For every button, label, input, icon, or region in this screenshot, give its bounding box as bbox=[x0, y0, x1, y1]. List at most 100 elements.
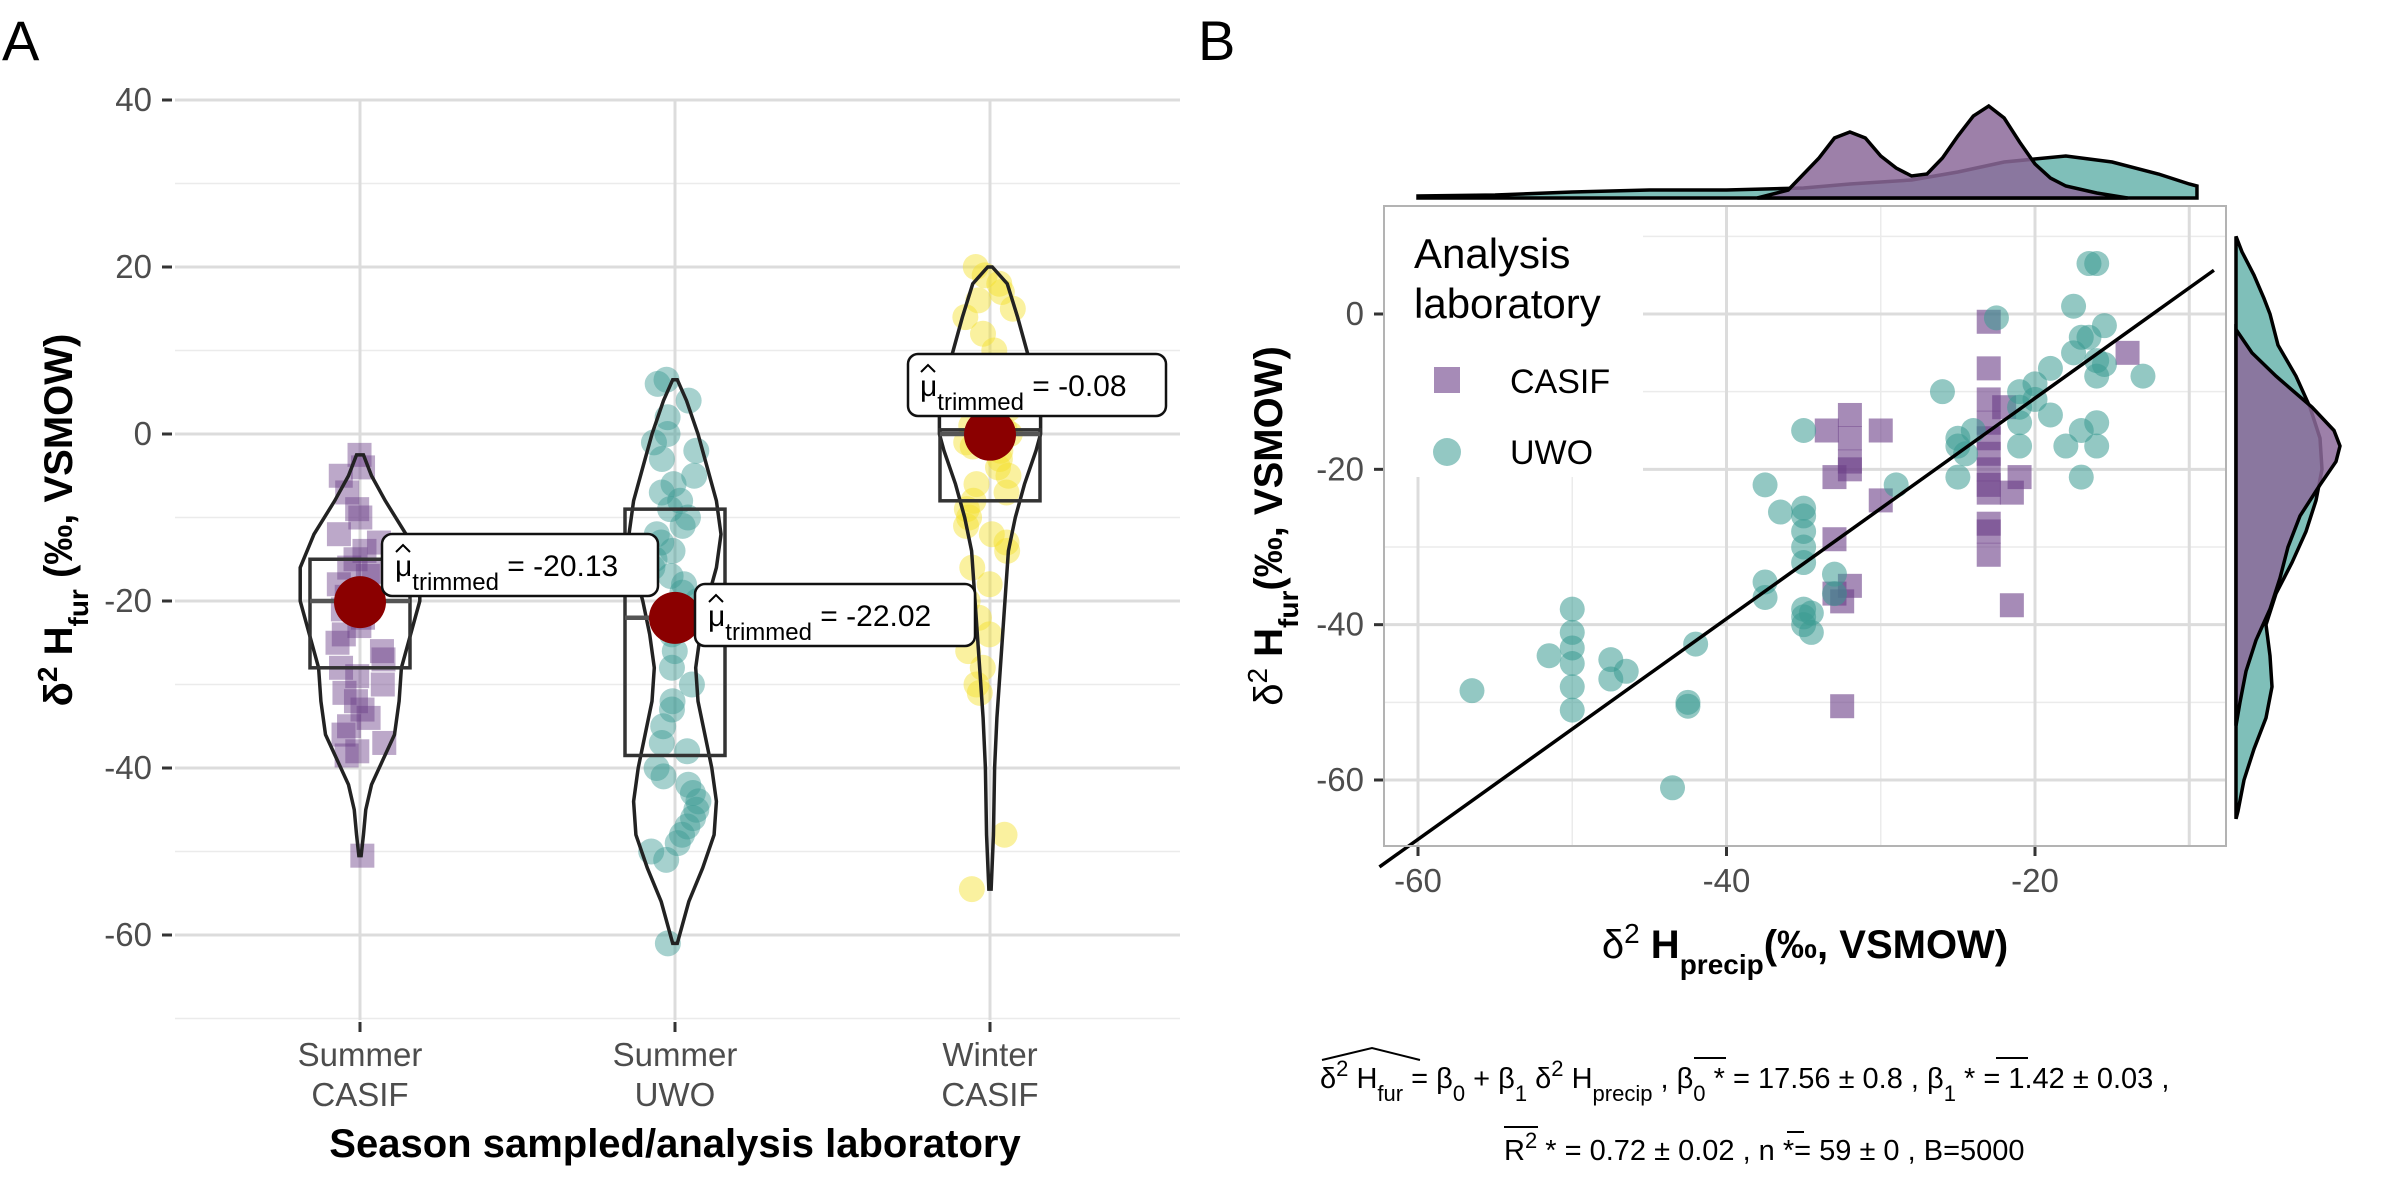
mean-label: μtrimmed = -0.08 bbox=[906, 352, 1168, 418]
data-point-uwo bbox=[2068, 324, 2094, 350]
data-point bbox=[995, 462, 1022, 489]
legend-label-casif: CASIF bbox=[1510, 363, 1610, 401]
panel-a-marks: μtrimmed = -20.13 μtrimmed = -22.02 μtrimm… bbox=[298, 254, 1168, 957]
legend-key-casif bbox=[1434, 367, 1460, 393]
panel-b-letter: B bbox=[1198, 9, 1235, 72]
density-casif-right bbox=[2234, 323, 2342, 726]
data-point bbox=[331, 722, 356, 747]
hat-symbol bbox=[395, 543, 411, 553]
y-tick-label: -60 bbox=[104, 916, 152, 953]
wide-hat bbox=[1321, 1046, 1421, 1061]
data-point bbox=[350, 697, 375, 722]
trimmed-mean-point bbox=[334, 576, 386, 629]
legend-title-line1: Analysis bbox=[1414, 230, 1570, 277]
data-point-casif bbox=[1837, 426, 1862, 451]
y-tick-label: 20 bbox=[115, 248, 152, 285]
data-point-casif bbox=[1837, 402, 1862, 427]
data-point-uwo bbox=[1791, 418, 1817, 443]
data-point-uwo bbox=[2022, 371, 2048, 397]
data-point-uwo bbox=[1945, 464, 1971, 490]
data-point-uwo bbox=[2068, 464, 2094, 490]
data-point bbox=[370, 672, 395, 697]
data-point bbox=[659, 688, 686, 715]
data-point-casif bbox=[2115, 340, 2140, 365]
violin bbox=[298, 453, 422, 858]
data-point bbox=[675, 771, 702, 798]
data-point-casif bbox=[1976, 480, 2001, 505]
data-point-uwo bbox=[1559, 596, 1585, 622]
hat-symbol bbox=[708, 593, 724, 603]
data-point bbox=[680, 805, 707, 832]
data-point-uwo bbox=[2084, 251, 2110, 277]
data-point bbox=[650, 763, 677, 790]
x-tick-label: -20 bbox=[2011, 862, 2059, 899]
data-point-uwo bbox=[2130, 363, 2156, 389]
panel-a-plot-area bbox=[175, 70, 1180, 1020]
legend-key-uwo bbox=[1433, 438, 1461, 466]
data-point-uwo bbox=[1459, 678, 1485, 704]
data-point-uwo bbox=[2053, 433, 2079, 459]
data-point bbox=[681, 462, 708, 489]
data-point-casif bbox=[1830, 694, 1855, 719]
y-tick-label: -20 bbox=[104, 582, 152, 619]
data-point bbox=[658, 654, 685, 681]
y-tick-label: 0 bbox=[134, 415, 152, 452]
panel-b-y-axis-title: δ2 Hfur(‰, VSMOW) bbox=[1242, 346, 1304, 706]
data-point bbox=[969, 654, 996, 681]
y-tick-label: -60 bbox=[1316, 761, 1364, 798]
mean-label-text: μtrimmed = -20.13 bbox=[395, 550, 618, 596]
data-point bbox=[671, 571, 698, 598]
data-point bbox=[648, 479, 675, 506]
data-point bbox=[976, 571, 1003, 598]
data-point-uwo bbox=[1798, 600, 1824, 626]
data-point bbox=[648, 446, 675, 473]
data-point bbox=[674, 813, 701, 840]
data-point-uwo bbox=[1752, 472, 1778, 498]
mean-label: μtrimmed = -20.13 bbox=[380, 532, 660, 598]
x-tick-label: UWO bbox=[635, 1076, 716, 1113]
panel-a-y-axis: 40 20 0 -20 -40 -60 bbox=[104, 81, 172, 953]
data-point bbox=[660, 471, 687, 498]
data-point-casif bbox=[1976, 519, 2001, 544]
data-point-uwo bbox=[1536, 643, 1562, 669]
data-point-uwo bbox=[1798, 619, 1824, 645]
mean-label-box bbox=[906, 352, 1168, 418]
x-tick-label: -60 bbox=[1394, 862, 1442, 899]
regression-formula: δ2 Hfur = β0 + β1 δ2 Hprecip , β0 * = 17… bbox=[1320, 1046, 2169, 1168]
data-point bbox=[657, 562, 684, 589]
panel-a-x-axis-title: Season sampled/analysis laboratory bbox=[329, 1122, 1021, 1166]
data-point-casif bbox=[1868, 418, 1893, 443]
data-point bbox=[976, 621, 1003, 648]
data-point bbox=[326, 522, 351, 547]
data-point bbox=[643, 755, 670, 781]
data-point bbox=[653, 846, 680, 873]
data-point-uwo bbox=[2061, 293, 2087, 319]
data-point-uwo bbox=[1929, 379, 1955, 405]
data-point-uwo bbox=[2037, 402, 2063, 428]
legend: Analysis laboratory CASIF UWO bbox=[1385, 207, 1643, 477]
data-point bbox=[991, 821, 1018, 848]
data-point-casif bbox=[1976, 542, 2001, 567]
data-point bbox=[659, 537, 686, 564]
data-point bbox=[648, 729, 675, 756]
panel-a-y-axis-title: δ2 Hfur (‰, VSMOW) bbox=[32, 334, 94, 707]
data-point-casif bbox=[1837, 457, 1862, 482]
formula-line-2: R2 * = 0.72 ± 0.02 , n *= 59 ± 0 , B=500… bbox=[1504, 1128, 2025, 1168]
panel-b-marks bbox=[1378, 205, 2227, 869]
panel-b-x-axis-title: δ2 Hprecip(‰, VSMOW) bbox=[1602, 918, 2008, 980]
data-point bbox=[986, 270, 1013, 297]
data-point bbox=[644, 370, 671, 397]
legend-background bbox=[1385, 207, 1643, 477]
data-point bbox=[963, 471, 990, 498]
data-point-uwo bbox=[1559, 651, 1585, 676]
data-point-uwo bbox=[2084, 410, 2110, 436]
data-point bbox=[685, 788, 712, 815]
data-point-casif bbox=[2007, 465, 2032, 490]
x-tick-label: CASIF bbox=[311, 1076, 408, 1113]
legend-title-line2: laboratory bbox=[1414, 280, 1601, 327]
data-point bbox=[993, 479, 1020, 506]
data-point-uwo bbox=[2007, 410, 2033, 436]
data-point bbox=[345, 497, 370, 522]
y-tick-label: -40 bbox=[1316, 606, 1364, 643]
